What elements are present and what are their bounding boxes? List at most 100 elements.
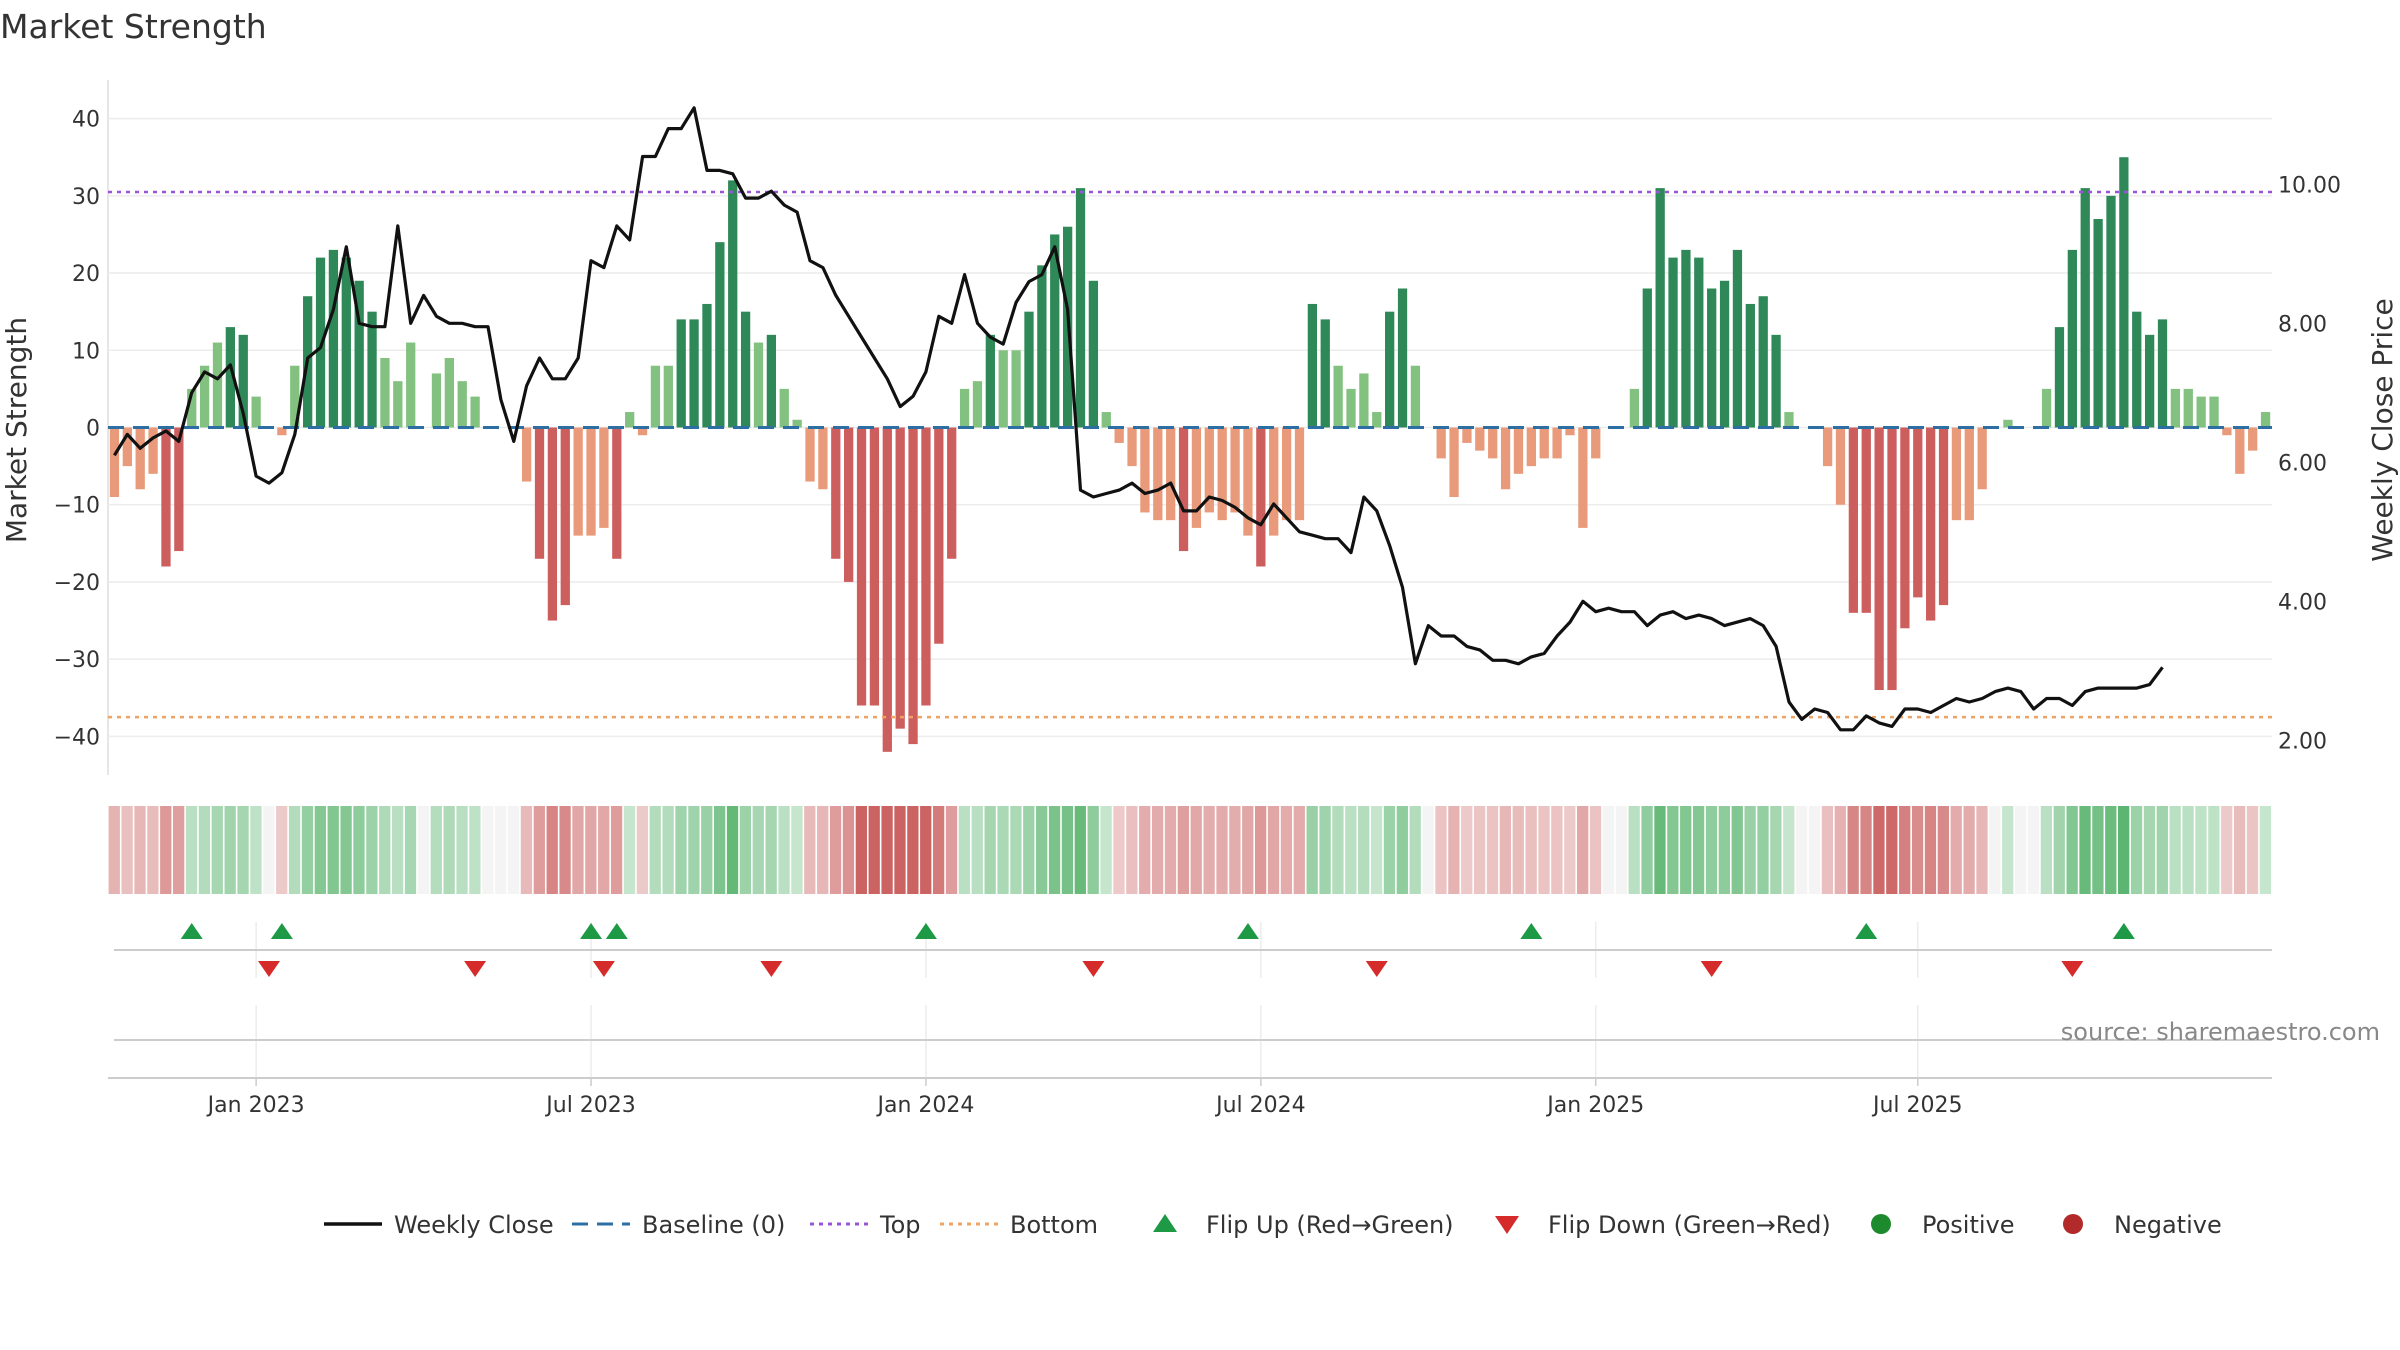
strength-bar: [1707, 288, 1717, 428]
strength-bar: [1191, 427, 1202, 528]
strength-bar: [1230, 427, 1240, 513]
heat-cell: [778, 806, 790, 894]
heat-cell: [314, 806, 326, 894]
strength-bar: [431, 373, 442, 428]
heat-cell: [804, 806, 816, 894]
strength-bar: [599, 427, 609, 528]
heat-cell: [1692, 806, 1705, 894]
strength-bar: [1281, 427, 1292, 521]
heat-cell: [1538, 806, 1550, 894]
heat-cell: [2130, 806, 2143, 894]
flip-down-marker: [2061, 961, 2084, 977]
strength-bar: [2222, 427, 2232, 436]
strength-bar: [1346, 388, 1356, 428]
heat-cell: [198, 806, 211, 894]
strength-bar: [1655, 188, 1665, 428]
strength-bar: [2106, 195, 2116, 428]
y-tick-label: −30: [54, 648, 100, 673]
heat-cell: [456, 806, 468, 894]
heat-cell: [649, 806, 661, 894]
legend-label: Baseline (0): [642, 1211, 785, 1239]
heat-cell: [430, 806, 442, 894]
y-tick-label: 0: [86, 417, 100, 442]
strength-bar: [199, 365, 210, 428]
strength-bar: [2248, 427, 2258, 451]
strength-bar: [290, 365, 300, 428]
strength-bar: [341, 257, 351, 428]
heat-cell: [701, 806, 713, 894]
heat-cell: [2066, 806, 2078, 894]
strength-bar: [393, 381, 403, 428]
strength-bar: [2209, 396, 2219, 428]
strength-bar: [1243, 427, 1253, 536]
heat-cell: [404, 806, 417, 894]
strength-bar: [1359, 373, 1369, 428]
heat-cell: [1229, 806, 1241, 894]
strength-bar: [1977, 427, 1987, 490]
strength-bar: [1101, 412, 1111, 428]
heat-cell: [662, 806, 674, 894]
heat-cell: [623, 806, 636, 894]
heat-cell: [739, 806, 752, 894]
heat-cell: [1061, 806, 1074, 894]
heat-cell: [907, 806, 919, 894]
y-tick-label: 10: [72, 339, 100, 364]
heat-cell: [2105, 806, 2117, 894]
y-tick-label: 20: [72, 262, 100, 287]
heat-cell: [391, 806, 404, 894]
heat-cell: [1783, 806, 1795, 894]
heat-cell: [1641, 806, 1653, 894]
strength-bar: [1681, 249, 1691, 428]
flip-down-marker: [258, 961, 281, 977]
legend-swatch-up: [1153, 1214, 1177, 1232]
heat-cell: [1345, 806, 1357, 894]
strength-bar: [1385, 311, 1395, 428]
strength-bar: [663, 365, 673, 428]
heat-cell: [546, 806, 558, 894]
heat-cell: [1255, 806, 1267, 894]
heat-cell: [1667, 806, 1679, 894]
strength-bar: [1526, 427, 1536, 467]
heat-cell: [237, 806, 249, 894]
heat-cell: [868, 806, 880, 894]
strength-bar: [2093, 219, 2103, 428]
strength-bar: [1578, 427, 1588, 528]
heat-cell: [984, 806, 996, 894]
heat-cell: [1654, 806, 1666, 894]
y-tick-label: −10: [54, 494, 100, 519]
strength-bar: [844, 427, 854, 582]
heat-cell: [1924, 806, 1937, 894]
strength-heat-strip: [108, 806, 2271, 894]
strength-bar: [1372, 412, 1382, 428]
legend-label: Bottom: [1010, 1211, 1098, 1239]
y2-tick-label: 10.00: [2278, 173, 2341, 198]
flip-down-marker: [1082, 961, 1105, 977]
flip-down-marker: [1365, 961, 1388, 977]
strength-bar: [2119, 157, 2129, 428]
heat-cell: [108, 806, 120, 894]
y-tick-label: 40: [72, 108, 100, 133]
strength-bar: [1307, 303, 1318, 428]
heat-cell: [353, 806, 365, 894]
legend-label: Top: [879, 1211, 921, 1239]
heat-cell: [2169, 806, 2181, 894]
strength-bar: [856, 427, 867, 706]
strength-bar: [560, 427, 570, 606]
strength-bar: [1050, 234, 1060, 428]
heat-cell: [894, 806, 906, 894]
heat-cell: [224, 806, 236, 894]
heat-cell: [2027, 806, 2040, 894]
heat-cell: [1151, 806, 1164, 894]
strength-bar: [2170, 388, 2181, 428]
strength-bar: [959, 388, 970, 428]
heat-cell: [160, 806, 172, 894]
strength-bar: [225, 327, 236, 428]
heat-cell: [276, 806, 288, 894]
strength-bar: [174, 427, 184, 552]
strength-bar: [573, 427, 583, 536]
strength-bar: [1037, 265, 1047, 428]
strength-bar: [1822, 427, 1833, 467]
heat-cell: [1486, 806, 1499, 894]
heat-cell: [2233, 806, 2246, 894]
heat-cell: [1847, 806, 1859, 894]
